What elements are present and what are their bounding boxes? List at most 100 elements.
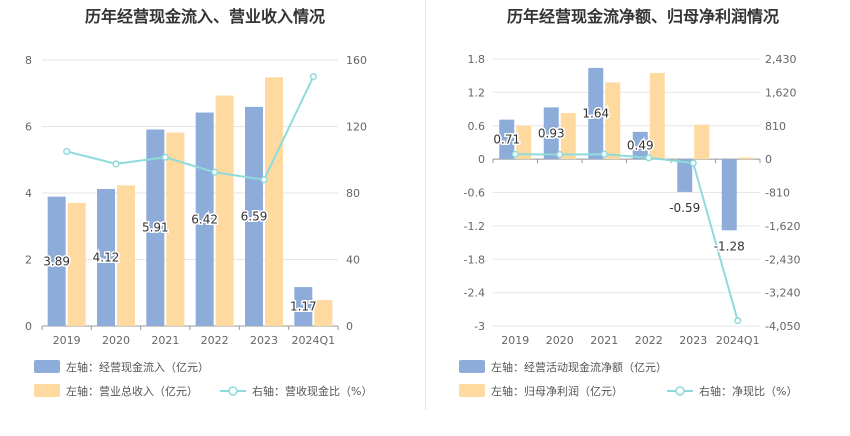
line-point	[600, 150, 608, 158]
line-series	[66, 76, 315, 181]
x-tick-label: 2022	[635, 334, 663, 347]
y-right-tick-label: -3,240	[765, 287, 800, 300]
line-point	[556, 150, 564, 159]
bar-series-1	[97, 189, 115, 326]
y-left-tick-label: 4	[25, 187, 32, 200]
x-tick-label: 2023	[250, 334, 278, 347]
y-right-tick-label: 80	[346, 187, 360, 200]
bar-series-1	[543, 107, 559, 160]
bar-series-1	[677, 159, 693, 192]
legend-swatch-line-marker	[228, 386, 238, 396]
line-point	[63, 147, 71, 155]
x-tick-label: 2021	[151, 334, 179, 347]
bar-series-1	[588, 67, 604, 160]
bar-series-2	[560, 112, 576, 160]
right-chart: 历年经营现金流净额、归母净利润情况 1.8 1.2 0.6 0 -0.6 -1.2 -1.8 -…	[459, 7, 800, 398]
y-right-tick-label: 1,620	[765, 86, 797, 99]
bar-series-2	[314, 300, 333, 326]
legend-label: 右轴：营收现金比（%）	[252, 384, 372, 398]
bar-series-1	[632, 131, 648, 160]
y-right-tick-label: 0	[765, 153, 772, 166]
legend-swatch-bar1	[34, 360, 60, 373]
y-left-tick-label: 8	[25, 54, 32, 67]
bar-series-2	[738, 157, 754, 160]
data-label: 0.71	[493, 132, 520, 146]
y-left-tick-label: 6	[25, 121, 32, 134]
y-right-tick-label: 2,430	[765, 53, 797, 66]
x-tick-label: 2020	[102, 334, 130, 347]
line-point	[260, 176, 268, 184]
bar-series-1	[47, 196, 66, 326]
y-left-tick-label: 0	[478, 153, 485, 166]
legend-label: 左轴：经营现金流入（亿元）	[66, 360, 209, 374]
x-tick-label: 2019	[501, 334, 529, 347]
y-left-tick-label: 0	[25, 320, 32, 333]
data-label: 6.42	[191, 212, 218, 226]
data-label: 3.89	[43, 254, 70, 268]
legend-label: 左轴：经营活动现金流净额（亿元）	[491, 360, 667, 374]
data-label: 6.59	[241, 209, 268, 223]
y-right-tick-label: 810	[765, 120, 786, 133]
line-point	[511, 150, 519, 158]
data-label: -1.28	[714, 239, 745, 253]
y-left-tick-label: 1.2	[468, 86, 486, 99]
x-tick-label: 2023	[679, 334, 707, 347]
y-right-tick-label: 120	[346, 121, 367, 134]
bar-series-1	[721, 159, 737, 231]
legend-swatch-line-marker	[675, 386, 685, 396]
line-point	[734, 317, 742, 325]
legend-swatch-bar2	[459, 384, 485, 397]
bar-series-2	[67, 202, 86, 326]
bar-series-2	[694, 124, 710, 160]
y-left-tick-label: -1.8	[464, 253, 485, 266]
bar-series-2	[605, 82, 621, 160]
line-point	[689, 159, 697, 167]
data-label: 1.17	[290, 300, 317, 314]
bar-series-1	[146, 129, 165, 326]
line-point	[211, 168, 219, 176]
x-tick-label: 2022	[201, 334, 229, 347]
x-tick-label: 2024Q1	[292, 334, 336, 347]
data-label: 5.91	[142, 221, 169, 235]
x-tick-label: 2020	[546, 334, 574, 347]
legend-label: 右轴：净现比（%）	[699, 384, 797, 398]
bar-series-2	[117, 185, 135, 326]
bar-series-1	[245, 106, 263, 326]
data-label: 1.64	[582, 107, 609, 121]
x-tick-label: 2019	[53, 334, 81, 347]
data-label: 0.49	[627, 138, 654, 152]
y-left-tick-label: -1.2	[464, 220, 485, 233]
line-series	[515, 153, 739, 321]
y-left-tick-label: 0.6	[468, 120, 486, 133]
chart-title: 历年经营现金流入、营业收入情况	[85, 7, 325, 26]
bar-series-1	[294, 287, 313, 326]
y-left-tick-label: 1.8	[468, 53, 486, 66]
y-left-tick-label: 2	[25, 254, 32, 267]
chart-title: 历年经营现金流净额、归母净利润情况	[507, 7, 779, 26]
y-right-tick-label: -4,050	[765, 320, 800, 333]
y-right-tick-label: 40	[346, 254, 360, 267]
x-tick-label: 2021	[590, 334, 618, 347]
bar-series-2	[215, 95, 234, 326]
y-right-tick-label: -810	[765, 187, 790, 200]
y-left-tick-label: -2.4	[464, 287, 485, 300]
legend-label: 左轴：归母净利润（亿元）	[491, 384, 623, 398]
data-label: 0.93	[538, 126, 565, 140]
y-left-tick-label: -0.6	[464, 187, 485, 200]
line-point	[309, 73, 317, 81]
bar-series-2	[166, 132, 185, 326]
y-right-tick-label: -2,430	[765, 253, 800, 266]
panel-divider	[425, 0, 426, 410]
legend-swatch-bar2	[34, 384, 60, 397]
line-point	[161, 153, 169, 161]
bar-series-2	[649, 72, 665, 160]
y-left-tick-label: -3	[474, 320, 485, 333]
legend-swatch-bar1	[459, 360, 485, 373]
x-tick-label: 2024Q1	[716, 334, 760, 347]
data-label: -0.59	[669, 201, 700, 215]
line-point	[645, 154, 653, 162]
legend-label: 左轴：营业总收入（亿元）	[66, 384, 198, 398]
bar-series-1	[195, 112, 214, 326]
